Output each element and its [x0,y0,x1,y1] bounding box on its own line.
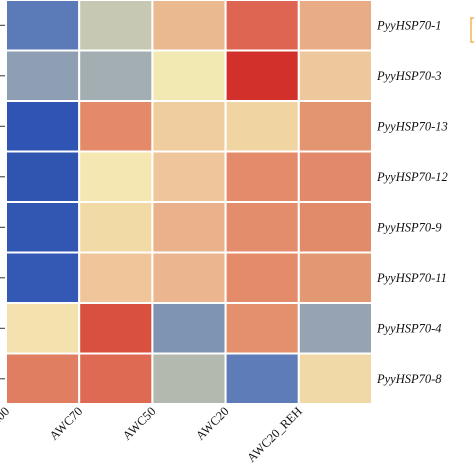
heatmap-cell [151,100,227,153]
heatmap-cell [224,0,300,52]
heatmap-cell [5,251,81,304]
heatmap-cell [297,100,373,153]
heatmap-cells [5,0,373,405]
heatmap-cell [297,201,373,254]
heatmap-cell [78,0,154,52]
heatmap-cell [297,0,373,52]
row-label: PyyHSP70-13 [376,119,448,133]
row-label: PyyHSP70-9 [376,220,442,234]
heatmap-cell [5,100,81,153]
column-label: AWC20_REH [244,404,305,465]
heatmap-cell [78,150,154,203]
heatmap-cell [78,100,154,153]
heatmap-cell [78,352,154,405]
heatmap-cell [297,302,373,355]
row-label: PyyHSP70-4 [376,321,442,335]
heatmap-cell [297,251,373,304]
heatmap-cell [151,49,227,102]
heatmap-cell [297,49,373,102]
heatmap-cell [224,100,300,153]
heatmap-cell [78,49,154,102]
heatmap-cell [224,302,300,355]
column-label: AWC100 [0,404,12,447]
row-label: PyyHSP70-12 [376,170,448,184]
heatmap-cell [224,201,300,254]
column-label: AWC70 [47,404,86,443]
column-label: AWC50 [120,404,159,443]
heatmap-cell [297,150,373,203]
heatmap-cell [151,201,227,254]
heatmap-cell [151,251,227,304]
heatmap-cell [151,352,227,405]
heatmap-cell [151,150,227,203]
row-label: PyyHSP70-3 [376,69,442,83]
heatmap-cell [5,302,81,355]
legend-fragment [470,17,474,43]
row-label: PyyHSP70-1 [376,18,442,32]
row-tick-marks [0,24,5,380]
heatmap-cell [151,302,227,355]
heatmap-cell [224,150,300,203]
heatmap-cell [224,352,300,405]
heatmap-cell [5,201,81,254]
heatmap-cell [297,352,373,405]
heatmap-cell [5,0,81,52]
heatmap-cell [5,49,81,102]
heatmap-cell [224,251,300,304]
heatmap-cell [5,352,81,405]
heatmap-cell [5,150,81,203]
heatmap-cell [224,49,300,102]
heatmap-cell [78,251,154,304]
column-label: AWC20 [193,404,232,443]
row-label: PyyHSP70-8 [376,372,442,386]
row-labels: PyyHSP70-1 PyyHSP70-3 PyyHSP70-13 PyyHSP70-… [376,18,448,386]
heatmap-cell [78,201,154,254]
heatmap-cell [151,0,227,52]
column-labels: AWC100 AWC70 AWC50 AWC20 AWC20_REH [0,404,305,465]
row-label: PyyHSP70-11 [376,271,447,285]
heatmap-cell [78,302,154,355]
